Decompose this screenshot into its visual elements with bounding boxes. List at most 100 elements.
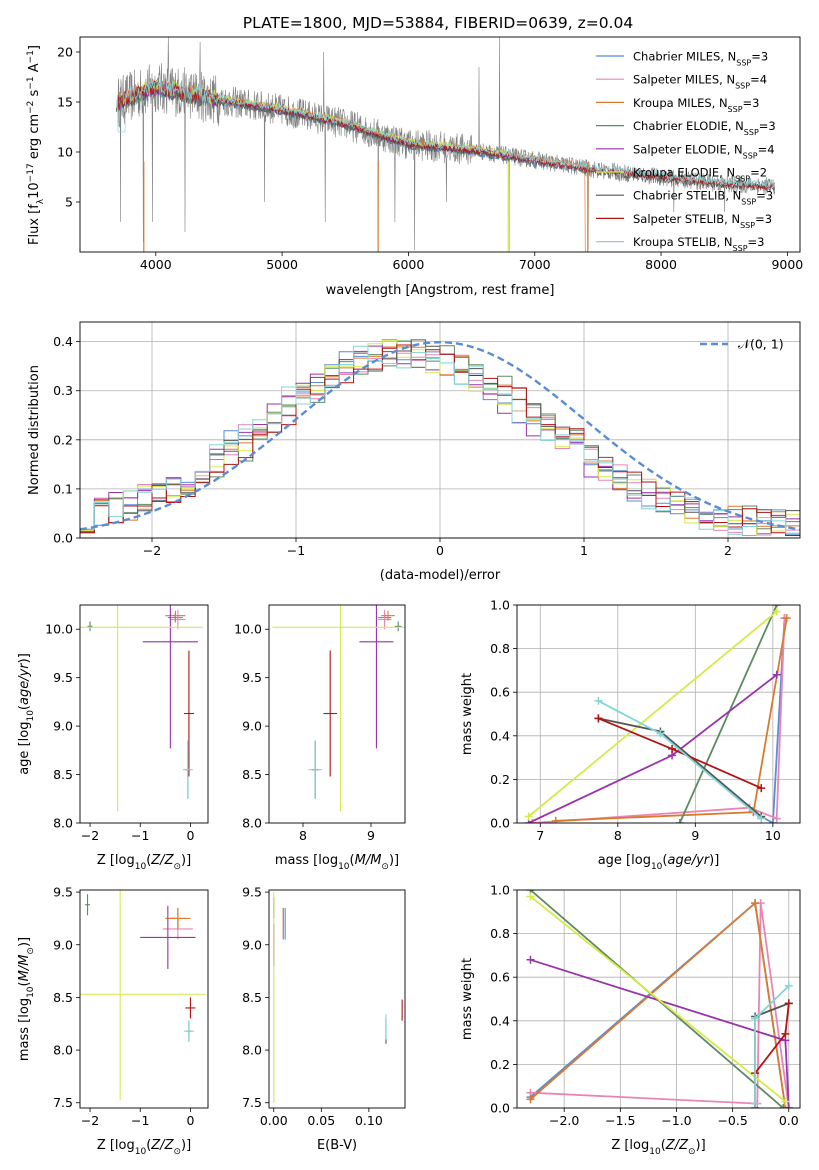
y-tick-label: 7.5 — [242, 1095, 262, 1110]
x-tick-label: 0.10 — [355, 1113, 383, 1128]
legend-label: Salpeter STELIB, NSSP=3 — [633, 212, 772, 230]
y-tick-label: 0.2 — [490, 1057, 510, 1072]
axes-frame — [516, 604, 801, 824]
legend-label: Kroupa MILES, NSSP=3 — [633, 96, 759, 114]
x-tick-label: 9 — [691, 828, 699, 843]
series-line — [754, 985, 790, 1104]
panel-spectrum: 4000 5000 6000 7000 8000 9000 5 10 15 20 Chabrier … — [26, 36, 803, 298]
plus-marker — [781, 1097, 790, 1106]
errorbar-point — [185, 997, 196, 1019]
errorbar-point — [182, 740, 193, 799]
x-tick-label: 6000 — [393, 257, 425, 272]
legend-label: Kroupa STELIB, NSSP=3 — [633, 235, 764, 253]
legend: Chabrier MILES, NSSP=3 Salpeter MILES, NS… — [596, 50, 776, 253]
y-tick-label: 8.5 — [53, 990, 73, 1005]
plus-marker — [526, 1095, 535, 1104]
x-tick-label: −1 — [131, 1113, 149, 1128]
plus-marker — [668, 744, 677, 753]
x-tick-label: −1 — [287, 543, 305, 558]
series-salpeter-miles — [526, 899, 793, 1108]
x-tick-label: −2.0 — [549, 1113, 579, 1128]
panel-mass-Z: −2 −1 0 7.5 8.0 8.5 9.0 9.5 Z [log10(Z/Z⊙)] mass … — [17, 885, 209, 1157]
x-tick-label: 0.0 — [779, 1113, 799, 1128]
legend-label: Chabrier ELODIE, NSSP=3 — [633, 119, 776, 137]
y-tick-label: 9.0 — [242, 937, 262, 952]
x-tick-label: −1 — [131, 828, 149, 843]
errorbar-point — [80, 890, 206, 1100]
plus-marker — [784, 1104, 793, 1108]
plot-area — [273, 892, 403, 1103]
x-tick-label: 4000 — [140, 257, 172, 272]
errorbar-point — [170, 609, 186, 630]
x-tick-label: 1 — [580, 543, 588, 558]
plot-area — [116, 37, 775, 252]
plus-marker — [524, 812, 533, 821]
plus-marker — [526, 892, 535, 901]
y-tick-label: 8.0 — [53, 1043, 73, 1058]
y-tick-label: 7.5 — [53, 1095, 73, 1110]
plus-marker — [751, 899, 760, 908]
y-tick-label: 10.0 — [45, 622, 73, 637]
plus-marker — [757, 784, 766, 793]
y-axis-label: Flux [fλ10−17 erg cm−2 s−1 A−1] — [26, 45, 46, 245]
x-tick-label: 2 — [724, 543, 732, 558]
x-tick-label: 8 — [614, 828, 622, 843]
axes-frame — [79, 321, 801, 539]
y-tick-label: 0.6 — [490, 685, 510, 700]
y-tick-label: 0.0 — [490, 816, 510, 831]
y-tick-label: 0.2 — [490, 772, 510, 787]
x-axis-label: Z [log10(Z/Z⊙)] — [611, 1138, 705, 1157]
series-line — [598, 717, 762, 818]
errorbar-point — [87, 621, 93, 632]
y-tick-label: 0.2 — [53, 432, 73, 447]
y-axis-label: mass [log10(M/M⊙)] — [17, 937, 36, 1061]
y-tick-label: 0.8 — [490, 641, 510, 656]
series-chabrier-stelib — [594, 714, 766, 821]
x-tick-label: 7 — [536, 828, 544, 843]
plus-marker — [594, 714, 603, 723]
x-tick-label: 8 — [299, 828, 307, 843]
plus-marker — [772, 814, 781, 823]
model-spectrum-kroupa-stelib — [116, 78, 775, 189]
axes-frame — [79, 36, 801, 253]
x-tick-label: 0.05 — [307, 1113, 335, 1128]
y-tick-label: 8.0 — [242, 816, 262, 831]
series-chabrier-elodie — [675, 605, 781, 823]
plot-area — [80, 339, 800, 536]
series-kroupa-miles — [551, 614, 791, 823]
y-tick-label: 0.1 — [53, 481, 73, 496]
y-axis-label: mass weight — [460, 673, 475, 755]
model-spectrum-chabrier-stelib — [116, 81, 775, 192]
series-line — [678, 605, 778, 823]
model-spectrum-salpeter-stelib — [116, 80, 775, 190]
series-salpeter-elodie — [526, 955, 793, 1108]
panel-mass-weight-vs-age: 7 8 9 10 0.0 0.2 0.4 0.6 0.8 1.0 age [log10(age/yr… — [460, 598, 801, 872]
y-axis-label: mass weight — [460, 958, 475, 1040]
plus-marker — [526, 955, 535, 964]
x-axis-label: E(B-V) — [317, 1138, 357, 1153]
histogram-salpeter-stelib — [80, 344, 800, 536]
y-tick-label: 20 — [57, 45, 73, 60]
y-tick-label: 8.5 — [242, 767, 262, 782]
errorbar-point — [85, 894, 91, 916]
plus-marker — [551, 816, 560, 823]
panel-age-mass: 8 9 8.0 8.5 9.0 9.5 10.0 mass [log10(M/M⊙)] — [234, 604, 406, 872]
plus-marker — [784, 999, 793, 1008]
y-axis-label: Normed distribution — [27, 365, 42, 495]
series-line — [528, 610, 778, 818]
series-salpeter-stelib — [594, 714, 766, 793]
errorbar-point — [183, 1020, 194, 1042]
axes-frame — [268, 604, 406, 824]
y-tick-label: 0.6 — [490, 970, 510, 985]
panel-mass-weight-vs-Z: −2.0 −1.5 −1.0 −0.5 0.0 0.0 0.2 0.4 0.6 0.8 1.0 Z [… — [460, 883, 801, 1157]
errorbar-point — [381, 610, 395, 621]
x-tick-label: 9 — [367, 828, 375, 843]
legend: 𝒩(0, 1) — [700, 337, 784, 352]
series-line — [597, 700, 762, 820]
axes-frame — [268, 889, 406, 1109]
histogram-kroupa-stelib — [80, 345, 800, 535]
plus-marker — [779, 1104, 788, 1108]
series-kroupa-stelib — [594, 696, 766, 823]
x-axis-label: Z [log10(Z/Z⊙)] — [97, 1138, 191, 1157]
axes-frame — [516, 889, 801, 1109]
